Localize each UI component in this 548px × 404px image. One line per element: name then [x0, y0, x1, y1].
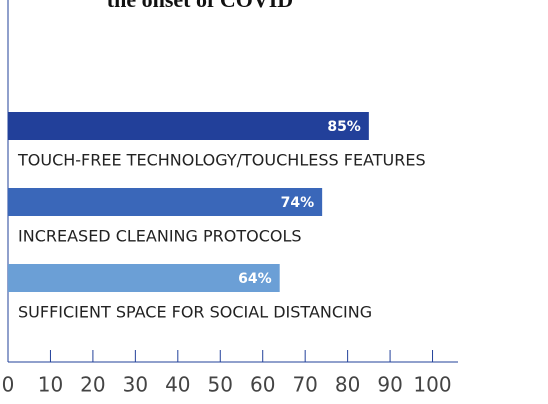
x-tick-label: 50: [208, 373, 233, 397]
chart-title: the onset of COVID: [107, 0, 293, 12]
x-tick-label: 0: [2, 373, 15, 397]
category-label: TOUCH-FREE TECHNOLOGY/TOUCHLESS FEATURES: [17, 151, 426, 170]
value-label: 74%: [281, 195, 315, 211]
value-label: 85%: [327, 119, 361, 135]
category-label: SUFFICIENT SPACE FOR SOCIAL DISTANCING: [18, 303, 372, 322]
x-tick-label: 30: [123, 373, 148, 397]
value-label: 64%: [238, 271, 272, 287]
x-tick-label: 20: [80, 373, 105, 397]
x-tick-label: 60: [250, 373, 275, 397]
bar: [8, 188, 323, 216]
x-tick-label: 70: [292, 373, 317, 397]
x-tick-label: 40: [165, 373, 190, 397]
bar: [8, 112, 369, 140]
x-tick-label: 90: [377, 373, 402, 397]
x-tick-label: 80: [335, 373, 360, 397]
x-tick-label: 10: [38, 373, 63, 397]
category-label: INCREASED CLEANING PROTOCOLS: [18, 227, 302, 246]
bar: [8, 264, 280, 292]
x-tick-label: 100: [413, 373, 451, 397]
